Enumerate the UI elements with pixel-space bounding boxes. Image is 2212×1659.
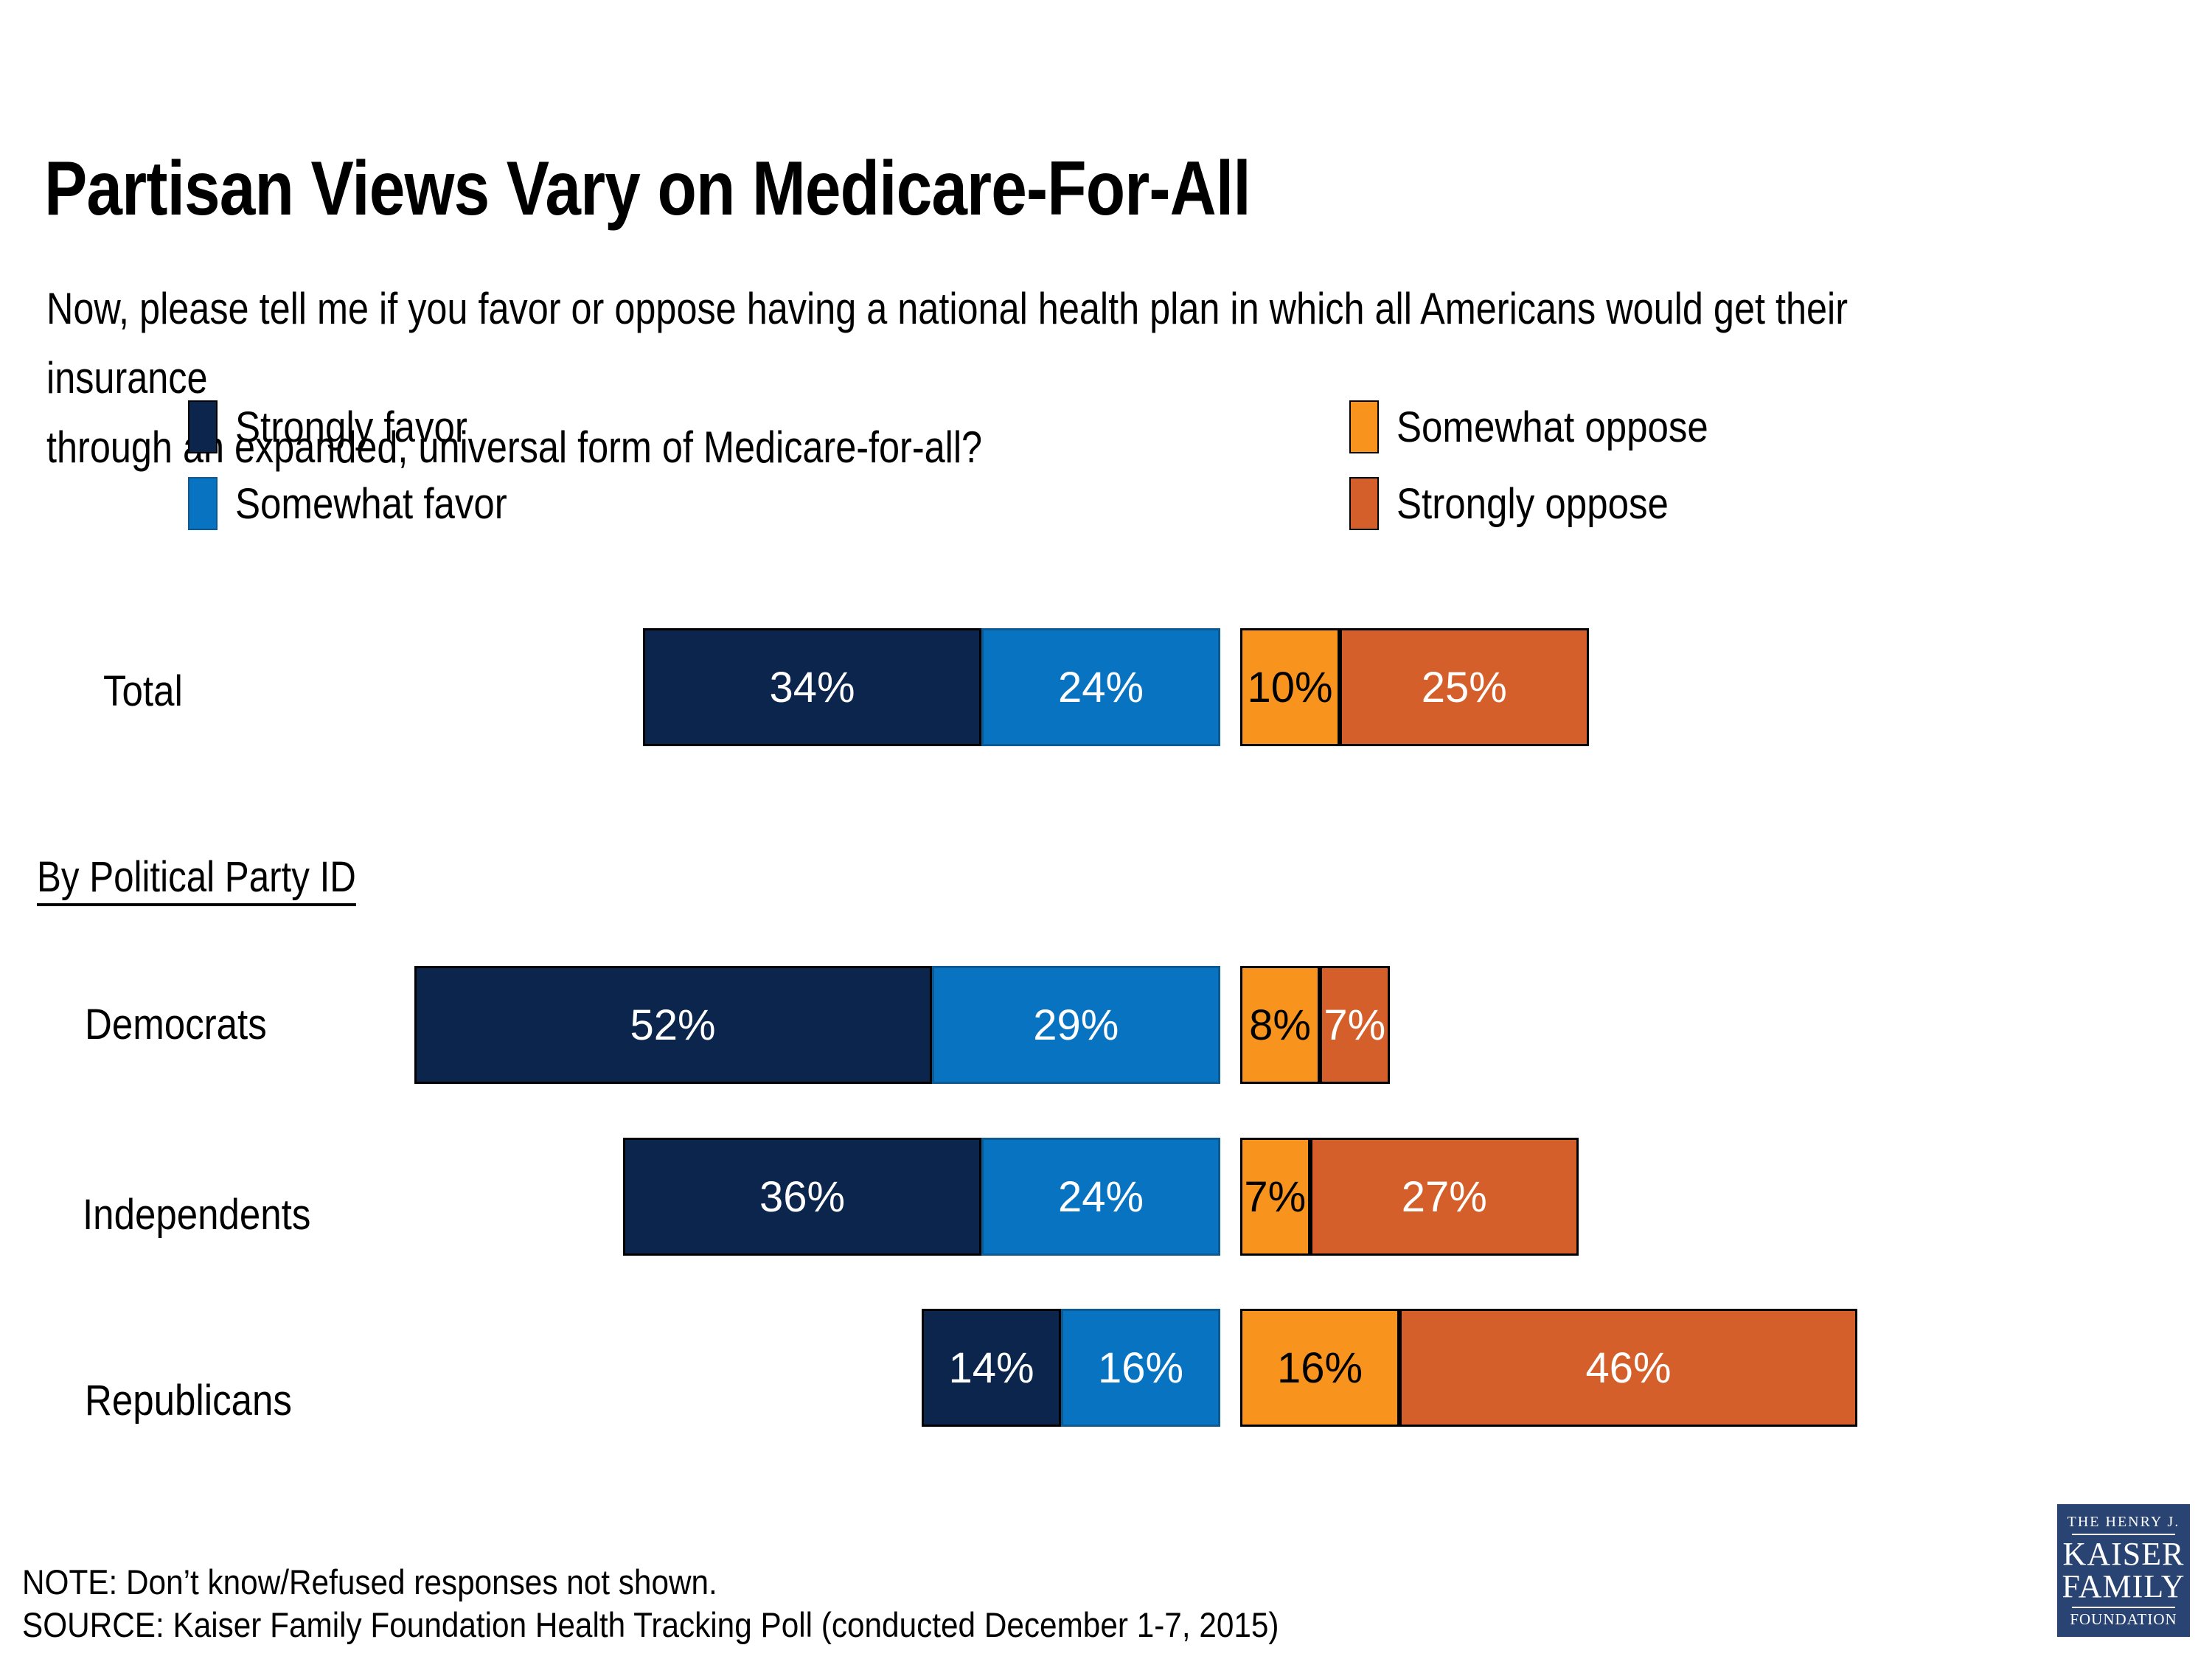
bar-segment-total-somewhat_oppose: 10% xyxy=(1240,628,1340,746)
bar-segment-independents-somewhat_oppose: 7% xyxy=(1240,1138,1310,1256)
bar-segment-democrats-somewhat_oppose: 8% xyxy=(1240,966,1320,1084)
bar-segment-total-strongly_oppose: 25% xyxy=(1340,628,1589,746)
kff-logo-line-family: FAMILY xyxy=(2062,1568,2185,1604)
kff-logo: THE HENRY J. KAISER FAMILY FOUNDATION xyxy=(2057,1504,2190,1637)
bar-segment-democrats-strongly_favor: 52% xyxy=(414,966,932,1084)
value-label-republicans-strongly_favor: 14% xyxy=(948,1343,1034,1392)
value-label-republicans-somewhat_favor: 16% xyxy=(1097,1343,1184,1392)
bar-segment-democrats-strongly_oppose: 7% xyxy=(1320,966,1390,1084)
legend-label-strongly_oppose: Strongly oppose xyxy=(1397,479,1669,528)
bar-segment-independents-somewhat_favor: 24% xyxy=(981,1138,1220,1256)
value-label-democrats-somewhat_favor: 29% xyxy=(1033,1001,1119,1049)
category-label-total: Total xyxy=(103,667,183,715)
category-label-republicans: Republicans xyxy=(85,1377,292,1425)
kff-logo-line-henry: THE HENRY J. xyxy=(2067,1514,2180,1530)
bar-segment-republicans-strongly_favor: 14% xyxy=(922,1309,1061,1427)
bar-segment-republicans-strongly_oppose: 46% xyxy=(1399,1309,1857,1427)
note-text: NOTE: Don’t know/Refused responses not s… xyxy=(22,1562,717,1601)
kff-logo-divider xyxy=(2072,1534,2175,1535)
page-title: Partisan Views Vary on Medicare-For-All xyxy=(44,145,1251,232)
legend-label-somewhat_favor: Somewhat favor xyxy=(235,479,507,528)
bar-segment-democrats-somewhat_favor: 29% xyxy=(931,966,1220,1084)
value-label-independents-strongly_favor: 36% xyxy=(759,1172,846,1221)
section-heading: By Political Party ID xyxy=(37,853,356,901)
source-text: SOURCE: Kaiser Family Foundation Health … xyxy=(22,1605,1279,1644)
kff-logo-line-foundation: FOUNDATION xyxy=(2070,1610,2177,1628)
value-label-republicans-somewhat_oppose: 16% xyxy=(1276,1343,1363,1392)
value-label-total-strongly_oppose: 25% xyxy=(1421,663,1507,712)
kff-logo-divider xyxy=(2072,1607,2175,1608)
category-label-independents: Independents xyxy=(83,1191,311,1239)
value-label-independents-somewhat_favor: 24% xyxy=(1057,1172,1144,1221)
bar-segment-independents-strongly_oppose: 27% xyxy=(1310,1138,1579,1256)
bar-segment-republicans-somewhat_oppose: 16% xyxy=(1240,1309,1399,1427)
value-label-independents-strongly_oppose: 27% xyxy=(1401,1172,1487,1221)
value-label-democrats-strongly_oppose: 7% xyxy=(1324,1001,1386,1049)
value-label-republicans-strongly_oppose: 46% xyxy=(1585,1343,1672,1392)
bar-segment-independents-strongly_favor: 36% xyxy=(623,1138,981,1256)
kff-logo-line-kaiser: KAISER xyxy=(2062,1536,2185,1572)
value-label-total-somewhat_oppose: 10% xyxy=(1247,663,1333,712)
bar-segment-republicans-somewhat_favor: 16% xyxy=(1061,1309,1220,1427)
legend-label-strongly_favor: Strongly favor xyxy=(235,403,467,451)
survey-question: Now, please tell me if you favor or oppo… xyxy=(46,284,1848,472)
legend-swatch-strongly_oppose xyxy=(1349,477,1379,530)
category-label-democrats: Democrats xyxy=(85,1001,267,1048)
value-label-total-somewhat_favor: 24% xyxy=(1057,663,1144,712)
bar-segment-total-strongly_favor: 34% xyxy=(643,628,981,746)
value-label-independents-somewhat_oppose: 7% xyxy=(1244,1172,1307,1221)
legend-label-somewhat_oppose: Somewhat oppose xyxy=(1397,403,1708,451)
legend-swatch-somewhat_favor xyxy=(188,477,218,530)
value-label-total-strongly_favor: 34% xyxy=(769,663,855,712)
bar-segment-total-somewhat_favor: 24% xyxy=(981,628,1220,746)
legend-swatch-strongly_favor xyxy=(188,400,218,453)
value-label-democrats-somewhat_oppose: 8% xyxy=(1249,1001,1311,1049)
value-label-democrats-strongly_favor: 52% xyxy=(630,1001,716,1049)
legend-swatch-somewhat_oppose xyxy=(1349,400,1379,453)
